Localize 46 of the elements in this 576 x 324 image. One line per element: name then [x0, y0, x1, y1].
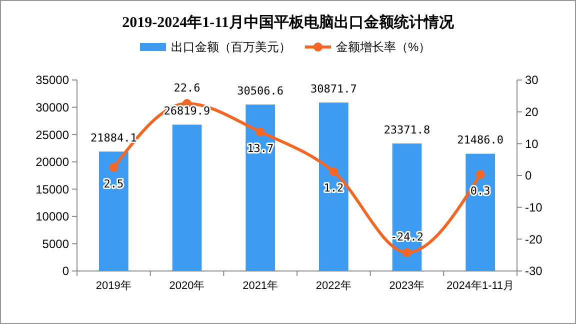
- y2-tick-label: -20: [525, 232, 543, 246]
- data-label: 30871.7: [310, 82, 357, 96]
- y-tick-label: 10000: [36, 210, 70, 224]
- x-tick-label: 2022年: [316, 280, 352, 292]
- point: [329, 167, 338, 176]
- bar: [172, 124, 202, 271]
- y-tick-label: 30000: [36, 100, 70, 114]
- data-label: 22.6: [174, 82, 200, 95]
- y-tick-label: 25000: [36, 128, 70, 142]
- data-label: 30506.6: [237, 84, 284, 98]
- bar: [319, 102, 348, 271]
- bar: [466, 154, 495, 271]
- y-tick-label: 5000: [42, 236, 70, 251]
- legend-label: 金额增长率（%）: [336, 40, 431, 54]
- y-tick-label: 20000: [36, 155, 70, 170]
- bar: [392, 143, 422, 271]
- y-tick-label: 0: [62, 264, 70, 278]
- data-label: 1.2: [324, 182, 344, 195]
- point: [402, 248, 412, 258]
- y-tick-label: 35000: [36, 73, 70, 88]
- chart-title: 2019-2024年1-11月中国平板电脑出口金额统计情况: [122, 13, 455, 31]
- y2-tick-label: -10: [525, 200, 543, 215]
- x-tick-label: 2021年: [242, 280, 278, 292]
- point: [476, 170, 485, 180]
- x-tick-label: 2020年: [169, 280, 205, 292]
- y2-tick-label: 10: [525, 136, 539, 151]
- data-label: 21884.1: [90, 132, 137, 145]
- legend-label: 出口金额（百万美元）: [171, 40, 291, 54]
- y2-tick-label: 0: [525, 168, 532, 183]
- bar: [99, 152, 128, 271]
- data-label: 13.7: [247, 142, 274, 155]
- bar: [246, 104, 275, 271]
- data-label: 21486.0: [457, 134, 504, 147]
- y2-tick-label: 30: [525, 73, 539, 88]
- y2-tick-label: 20: [525, 105, 539, 120]
- x-tick-label: 2023年: [389, 280, 425, 292]
- y2-tick-label: -30: [525, 264, 543, 278]
- point: [256, 127, 265, 136]
- data-label: 23371.8: [384, 123, 430, 136]
- data-label: 26819.9: [164, 104, 210, 118]
- x-tick-label: 2024年1-11月: [446, 280, 514, 292]
- data-label: 0.3: [470, 184, 490, 198]
- point: [109, 163, 118, 172]
- data-label: 2.5: [104, 178, 124, 191]
- y-tick-label: 15000: [36, 182, 70, 196]
- x-tick-label: 2019年: [96, 280, 132, 292]
